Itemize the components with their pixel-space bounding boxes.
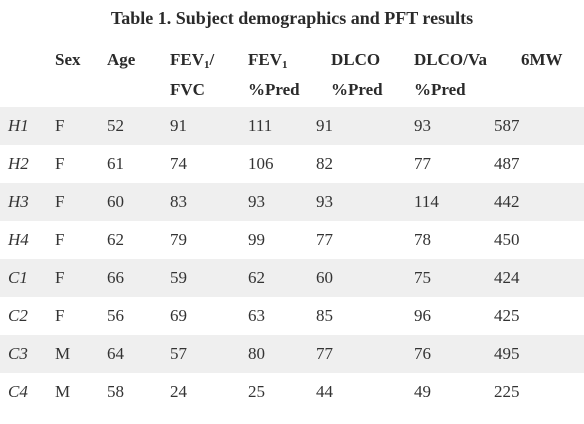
sex-cell: F — [55, 154, 65, 173]
dlco-pred-cell: 60 — [316, 268, 333, 287]
age-cell: 60 — [107, 192, 124, 211]
table-row: C4 M 58 24 25 44 49 225 — [0, 373, 584, 411]
subject-id: C4 — [8, 382, 28, 401]
sex-cell: F — [55, 116, 65, 135]
age-cell: 64 — [107, 344, 124, 363]
table-row: C1 F 66 59 62 60 75 424 — [0, 259, 584, 297]
header-sex: Sex — [55, 50, 81, 69]
age-cell: 62 — [107, 230, 124, 249]
header-fev1-pred-top: FEV1 — [248, 50, 288, 71]
table-row: H1 F 52 91 111 91 93 587 — [0, 107, 584, 145]
dlcova-pred-cell: 76 — [414, 344, 431, 363]
age-cell: 58 — [107, 382, 124, 401]
fev1-fvc-cell: 24 — [170, 382, 187, 401]
sex-cell: F — [55, 268, 65, 287]
dlco-pred-cell: 85 — [316, 306, 333, 325]
dlco-pred-cell: 82 — [316, 154, 333, 173]
sex-cell: F — [55, 230, 65, 249]
fev1-pred-cell: 93 — [248, 192, 265, 211]
table-row: C2 F 56 69 63 85 96 425 — [0, 297, 584, 335]
sixmw-cell: 225 — [494, 382, 520, 401]
age-cell: 56 — [107, 306, 124, 325]
header-6mw: 6MW — [521, 50, 563, 69]
table-row: H4 F 62 79 99 77 78 450 — [0, 221, 584, 259]
fev1-fvc-cell: 79 — [170, 230, 187, 249]
header-fev1-pred-bottom: %Pred — [248, 80, 300, 99]
sixmw-cell: 495 — [494, 344, 520, 363]
age-cell: 61 — [107, 154, 124, 173]
fev1-pred-cell: 25 — [248, 382, 265, 401]
subject-id: H2 — [8, 154, 29, 173]
sex-cell: M — [55, 382, 71, 401]
header-dlcova-top: DLCO/Va — [414, 50, 488, 69]
dlcova-pred-cell: 49 — [414, 382, 431, 401]
fev1-fvc-cell: 83 — [170, 192, 187, 211]
table-title: Table 1. Subject demographics and PFT re… — [110, 8, 474, 28]
dlco-pred-cell: 77 — [316, 344, 333, 363]
fev1-pred-cell: 63 — [248, 306, 265, 325]
table-row: H3 F 60 83 93 93 114 442 — [0, 183, 584, 221]
fev1-fvc-cell: 57 — [170, 344, 187, 363]
subject-id: C1 — [8, 268, 28, 287]
header-age: Age — [107, 50, 136, 69]
fev1-fvc-cell: 91 — [170, 116, 187, 135]
fev1-pred-cell: 111 — [248, 116, 273, 135]
dlco-pred-cell: 44 — [316, 382, 333, 401]
fev1-pred-cell: 80 — [248, 344, 265, 363]
header-dlco-bottom: %Pred — [331, 80, 383, 99]
age-cell: 66 — [107, 268, 124, 287]
subject-id: H4 — [8, 230, 29, 249]
header-fev1-fvc-slash: / — [209, 50, 215, 69]
header-fev1-fvc-sub: 1 — [204, 59, 210, 71]
dlco-pred-cell: 77 — [316, 230, 333, 249]
subject-id: C3 — [8, 344, 28, 363]
dlcova-pred-cell: 75 — [414, 268, 431, 287]
table-row: C3 M 64 57 80 77 76 495 — [0, 335, 584, 373]
sixmw-cell: 424 — [494, 268, 520, 287]
fev1-pred-cell: 62 — [248, 268, 265, 287]
fev1-fvc-cell: 74 — [170, 154, 187, 173]
sex-cell: F — [55, 306, 65, 325]
sixmw-cell: 442 — [494, 192, 520, 211]
sixmw-cell: 425 — [494, 306, 520, 325]
header-dlcova-bottom: %Pred — [414, 80, 466, 99]
fev1-pred-cell: 106 — [248, 154, 274, 173]
table-row: H2 F 61 74 106 82 77 487 — [0, 145, 584, 183]
header-dlco-top: DLCO — [331, 50, 381, 69]
age-cell: 52 — [107, 116, 124, 135]
dlco-pred-cell: 93 — [316, 192, 333, 211]
header-fev1-pred-text: FEV — [248, 50, 282, 69]
header-fev1-fvc-text: FEV — [170, 50, 204, 69]
sixmw-cell: 450 — [494, 230, 520, 249]
subject-id: C2 — [8, 306, 28, 325]
subject-id: H1 — [8, 116, 29, 135]
dlco-pred-cell: 91 — [316, 116, 333, 135]
subject-id: H3 — [8, 192, 29, 211]
sixmw-cell: 487 — [494, 154, 520, 173]
dlcova-pred-cell: 114 — [414, 192, 439, 211]
header-fev1-fvc-bottom: FVC — [170, 80, 205, 99]
fev1-fvc-cell: 59 — [170, 268, 187, 287]
header-fev1-fvc-top: FEV1/ — [170, 50, 214, 71]
sex-cell: M — [55, 344, 71, 363]
fev1-fvc-cell: 69 — [170, 306, 187, 325]
dlcova-pred-cell: 96 — [414, 306, 431, 325]
fev1-pred-cell: 99 — [248, 230, 265, 249]
header-fev1-pred-sub: 1 — [282, 59, 288, 71]
dlcova-pred-cell: 93 — [414, 116, 431, 135]
sixmw-cell: 587 — [494, 116, 520, 135]
sex-cell: F — [55, 192, 65, 211]
dlcova-pred-cell: 78 — [414, 230, 431, 249]
dlcova-pred-cell: 77 — [414, 154, 431, 173]
